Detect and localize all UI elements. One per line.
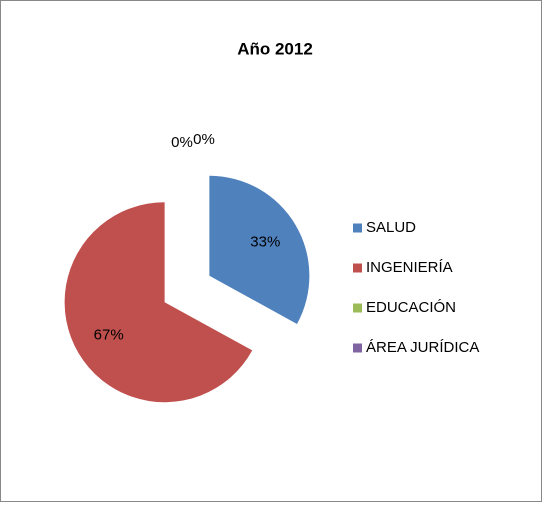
legend-swatch (353, 223, 362, 233)
chart-title: Año 2012 (237, 39, 313, 58)
data-label: 67% (94, 326, 124, 343)
data-label: 0% (193, 131, 215, 148)
legend-label: ÁREA JURÍDICA (366, 339, 479, 356)
legend-swatch (353, 343, 362, 353)
data-label: 33% (250, 234, 280, 251)
pie-slice (209, 175, 310, 324)
pie-slice (64, 202, 253, 403)
data-label: 0% (171, 134, 193, 151)
legend-label: EDUCACIÓN (366, 299, 456, 316)
legend-label: SALUD (366, 219, 416, 236)
legend-label: INGENIERÍA (366, 259, 453, 276)
legend-swatch (353, 303, 362, 313)
legend-swatch (353, 263, 362, 273)
